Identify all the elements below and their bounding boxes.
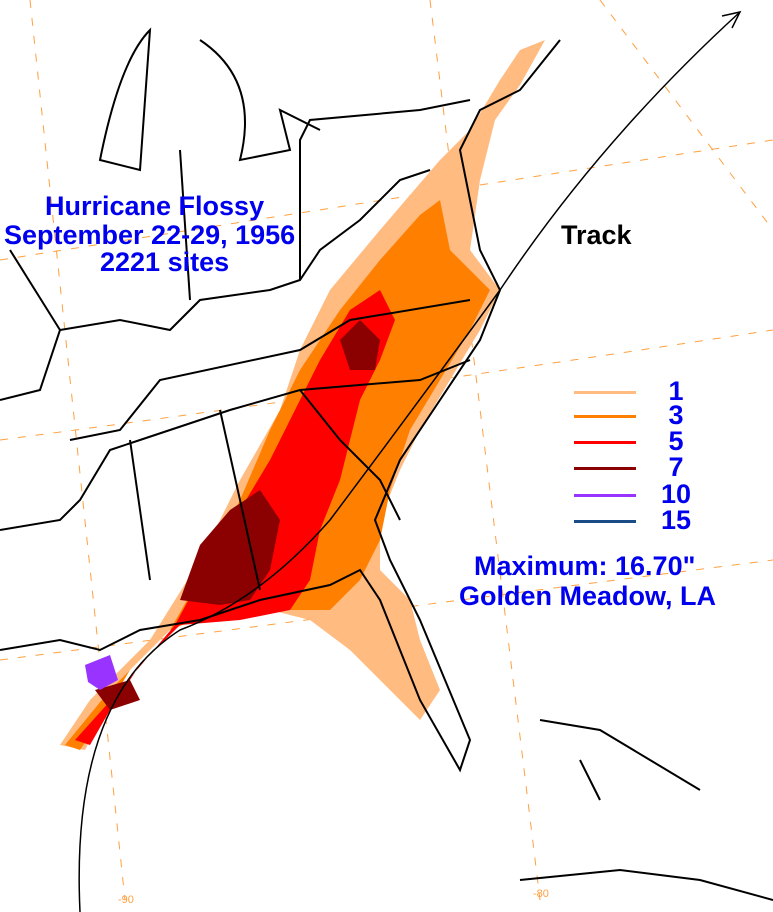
legend-item: 10 bbox=[573, 479, 773, 509]
maximum-location: Golden Meadow, LA bbox=[459, 581, 717, 611]
legend-item: 1 bbox=[573, 376, 773, 406]
legend-item: 3 bbox=[573, 400, 773, 430]
longitude-label-90: -90 bbox=[118, 894, 134, 906]
legend-label: 1 bbox=[668, 376, 684, 406]
title-dates: September 22-29, 1956 bbox=[4, 220, 296, 250]
legend-swatch bbox=[574, 441, 636, 444]
track-label: Track bbox=[561, 220, 632, 250]
title-storm-name: Hurricane Flossy bbox=[45, 191, 265, 221]
legend-swatch bbox=[574, 520, 636, 523]
legend-item: 7 bbox=[573, 452, 773, 482]
legend-swatch bbox=[574, 467, 636, 470]
rain-contour-7c bbox=[95, 680, 140, 710]
maximum-value: Maximum: 16.70" bbox=[474, 551, 696, 581]
legend-label: 10 bbox=[660, 479, 692, 509]
legend-swatch bbox=[574, 415, 636, 418]
boundaries bbox=[0, 27, 773, 901]
rain-contour-5 bbox=[75, 290, 395, 745]
legend-item: 5 bbox=[573, 426, 773, 456]
storm-track bbox=[78, 10, 742, 912]
legend-label: 7 bbox=[668, 452, 684, 482]
rain-contour-10 bbox=[85, 655, 118, 690]
rain-contour-7 bbox=[180, 490, 280, 605]
legend-item: 15 bbox=[573, 505, 773, 535]
legend-swatch bbox=[574, 494, 636, 497]
legend-label: 5 bbox=[668, 426, 684, 456]
legend-swatch bbox=[574, 391, 636, 394]
title-site-count: 2221 sites bbox=[100, 247, 230, 277]
legend-label: 3 bbox=[668, 400, 684, 430]
legend-label: 15 bbox=[660, 505, 692, 535]
longitude-label-80: -80 bbox=[533, 888, 549, 900]
rain-contour-7b bbox=[340, 320, 380, 370]
